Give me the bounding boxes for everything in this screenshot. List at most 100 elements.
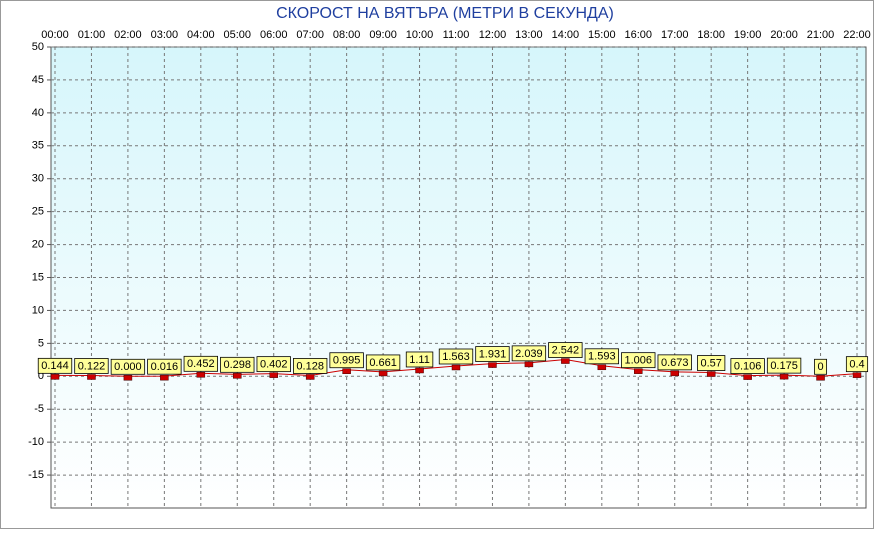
value-label: 0.4 (845, 356, 869, 373)
value-label: 1.593 (584, 348, 619, 365)
marker (269, 372, 278, 378)
x-tick-label: 01:00 (78, 29, 106, 41)
y-tick-label: 45 (32, 74, 44, 86)
value-label-box (329, 352, 364, 369)
x-tick-label: 19:00 (734, 29, 762, 41)
value-label-box (511, 345, 547, 362)
x-tick-label: 14:00 (552, 29, 580, 41)
y-tick-label: 0 (38, 370, 44, 382)
x-tick-label: 17:00 (661, 29, 689, 41)
value-label: 2.039 (511, 345, 547, 362)
x-tick-label: 18:00 (697, 29, 725, 41)
value-label-text: 0.402 (260, 359, 288, 371)
value-label-text: 0.57 (700, 357, 721, 369)
value-label: 0.402 (256, 356, 291, 373)
value-label-box (814, 358, 828, 375)
value-label-text: 2.039 (515, 348, 543, 360)
marker (50, 374, 60, 380)
value-label-box (220, 356, 255, 373)
y-tick-label: -5 (34, 403, 44, 415)
marker (233, 373, 242, 379)
x-tick-label: 06:00 (260, 29, 288, 41)
marker (670, 370, 679, 377)
value-label-box (365, 354, 401, 371)
value-label: 0.122 (74, 358, 109, 374)
value-label: 2.542 (548, 342, 583, 358)
value-label: 0.144 (37, 357, 73, 374)
value-label-text: 0.122 (78, 360, 106, 372)
value-label-text: 0.4 (849, 359, 864, 371)
marker (87, 374, 96, 380)
value-label-text: 1.006 (625, 355, 653, 367)
value-label-box (110, 358, 146, 375)
x-tick-label: 03:00 (151, 29, 179, 41)
x-tick-label: 05:00 (224, 29, 252, 41)
x-tick-label: 10:00 (406, 29, 434, 41)
marker (706, 371, 716, 377)
value-label-box (256, 356, 291, 373)
value-label-text: 0.000 (114, 361, 142, 373)
value-label-box (405, 351, 434, 368)
value-label-text: 0.128 (296, 360, 324, 372)
value-label: 0 (814, 358, 828, 375)
x-tick-label: 12:00 (479, 29, 507, 41)
marker (597, 364, 607, 371)
value-label-text: 0.175 (770, 360, 798, 372)
x-tick-label: 08:00 (333, 29, 361, 41)
y-tick-label: -10 (28, 436, 44, 448)
value-label: 0.57 (697, 355, 726, 371)
y-tick-label: 20 (32, 238, 44, 250)
value-label: 0.298 (220, 356, 255, 373)
y-tick-label: 5 (38, 337, 44, 349)
y-tick-label: -15 (28, 469, 44, 481)
y-tick-label: 50 (32, 41, 44, 53)
x-tick-label: 07:00 (296, 29, 324, 41)
value-label-text: 0.673 (661, 357, 689, 369)
value-label-box (621, 352, 656, 369)
x-tick-label: 02:00 (114, 29, 142, 41)
marker (123, 375, 133, 381)
value-label: 0.995 (329, 352, 364, 369)
marker (378, 370, 388, 377)
x-tick-label: 13:00 (515, 29, 543, 41)
marker (451, 364, 461, 371)
value-label-text: 1.11 (409, 354, 430, 366)
marker (160, 374, 169, 381)
x-tick-label: 20:00 (770, 29, 798, 41)
value-label-text: 0.452 (187, 358, 215, 370)
value-label: 1.006 (621, 352, 656, 369)
y-tick-label: 15 (32, 271, 44, 283)
x-tick-label: 04:00 (187, 29, 215, 41)
value-label-text: 0.144 (41, 360, 69, 372)
value-label-text: 0.298 (224, 359, 252, 371)
marker (634, 368, 643, 374)
value-label: 0.016 (147, 358, 182, 375)
marker (488, 362, 497, 368)
x-tick-label: 00:00 (41, 29, 69, 41)
value-label-box (183, 355, 218, 372)
value-label-box (584, 348, 619, 365)
marker (524, 361, 534, 368)
marker (816, 375, 825, 381)
value-label: 0.661 (365, 354, 401, 371)
value-label-text: 1.593 (588, 351, 616, 363)
value-label-box (548, 342, 583, 358)
value-label-text: 0.016 (151, 361, 179, 373)
marker (305, 374, 315, 380)
x-tick-label: 15:00 (588, 29, 616, 41)
value-label: 1.931 (475, 346, 510, 362)
value-label: 0.673 (657, 354, 692, 371)
marker (415, 367, 424, 374)
value-label-text: 0 (817, 361, 823, 373)
marker (779, 373, 789, 380)
x-tick-label: 11:00 (443, 29, 470, 41)
marker (196, 372, 206, 378)
marker (852, 372, 862, 378)
value-label-text: 1.563 (442, 351, 470, 363)
value-label-box (74, 358, 109, 374)
value-label: 0.128 (293, 358, 328, 374)
y-tick-label: 10 (32, 304, 44, 316)
y-tick-label: 40 (32, 107, 44, 119)
value-label-text: 0.661 (369, 357, 397, 369)
